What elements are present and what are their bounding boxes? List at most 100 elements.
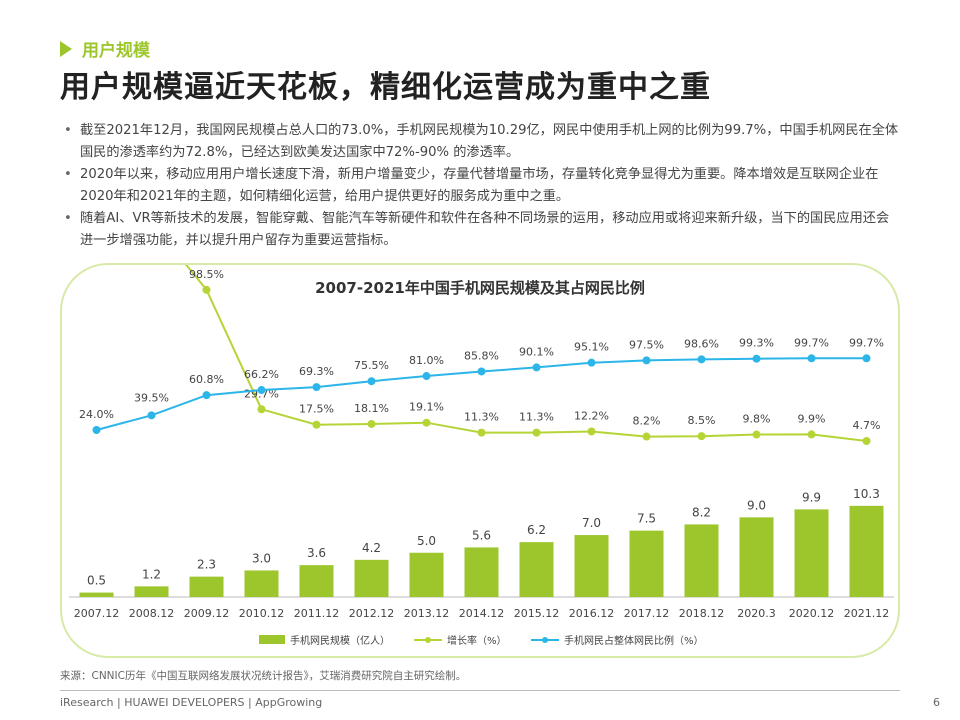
x-tick-label: 2020.3 [737, 607, 776, 620]
bar [409, 552, 444, 597]
legend-bar-label: 手机网民规模（亿人） [290, 634, 390, 647]
growth-rate-label: 18.1% [354, 402, 389, 415]
bullet-item: 2020年以来，移动应用用户增长速度下滑，新用户增量变少，存量代替增量市场，存量… [60, 164, 900, 208]
x-tick-label: 2012.12 [349, 607, 395, 620]
bar [574, 535, 609, 597]
bar-value-label: 9.9 [802, 490, 821, 504]
x-tick-label: 2013.12 [404, 607, 450, 620]
legend-growth-label: 增长率（%） [447, 634, 507, 647]
growth-rate-label: 98.5% [189, 268, 224, 281]
growth-rate-label: 8.5% [688, 414, 716, 427]
penetration-point [92, 426, 101, 434]
triangle-icon [60, 40, 72, 57]
growth-rate-label: 11.3% [519, 411, 554, 424]
penetration-point [807, 354, 816, 363]
legend-penetration-label: 手机网民占整体网民比例（%） [564, 634, 704, 647]
growth-rate-label: 12.2% [574, 409, 609, 422]
bar [684, 524, 719, 597]
x-tick-label: 2018.12 [679, 607, 725, 620]
growth-rate-point [202, 285, 211, 294]
bar-value-label: 1.2 [142, 567, 161, 581]
bar-value-label: 9.0 [747, 498, 766, 512]
penetration-point [312, 383, 321, 392]
penetration-label: 66.2% [244, 368, 279, 381]
penetration-label: 90.1% [519, 345, 554, 358]
growth-rate-label: 4.7% [853, 419, 881, 432]
growth-rate-point [532, 428, 541, 437]
growth-rate-point [642, 432, 651, 441]
bar-value-label: 5.6 [472, 528, 491, 542]
penetration-point [422, 372, 431, 381]
growth-rate-label: 17.5% [299, 403, 334, 416]
growth-rate-point [587, 427, 596, 436]
bar [189, 576, 224, 597]
penetration-point [147, 411, 156, 420]
page-title: 用户规模逼近天花板，精细化运营成为重中之重 [60, 70, 711, 105]
bar [849, 505, 884, 597]
penetration-label: 39.5% [134, 391, 169, 404]
bar-value-label: 4.2 [362, 541, 381, 555]
penetration-point [642, 356, 651, 365]
growth-rate-label: 9.9% [798, 412, 826, 425]
penetration-label: 75.5% [354, 359, 389, 372]
bar [354, 559, 389, 597]
growth-rate-point [752, 430, 761, 439]
growth-rate-label: 19.1% [409, 401, 444, 414]
growth-rate-point [697, 432, 706, 441]
penetration-point [862, 354, 871, 363]
x-tick-label: 2015.12 [514, 607, 560, 620]
penetration-label: 95.1% [574, 341, 609, 354]
growth-rate-point [807, 430, 816, 439]
growth-rate-label: 9.8% [743, 413, 771, 426]
growth-rate-point [862, 437, 871, 445]
bar-value-label: 7.5 [637, 512, 656, 526]
penetration-point [587, 358, 596, 367]
growth-rate-label: 8.2% [633, 415, 661, 428]
penetration-label: 60.8% [189, 373, 224, 386]
bar-value-label: 10.3 [853, 487, 880, 501]
x-tick-label: 2014.12 [459, 607, 505, 620]
chart-container: 2007-2021年中国手机网民规模及其占网民比例 0.5 1.2 2.3 3.0 3.6… [60, 263, 900, 658]
source-note: 来源：CNNIC历年《中国互联网络发展状况统计报告》，艾瑞消费研究院自主研究绘制… [60, 670, 467, 682]
growth-rate-point [422, 418, 431, 427]
penetration-label: 99.7% [849, 336, 884, 349]
x-tick-label: 2011.12 [294, 607, 340, 620]
growth-rate-point [477, 428, 486, 437]
x-tick-label: 2017.12 [624, 607, 670, 620]
section-header: 用户规模 [60, 36, 150, 61]
bar-value-label: 8.2 [692, 505, 711, 519]
bullet-item: 随着AI、VR等新技术的发展，智能穿戴、智能汽车等新硬件和软件在各种不同场景的运… [60, 208, 900, 252]
bar [244, 570, 279, 597]
x-tick-label: 2008.12 [129, 607, 175, 620]
bar-value-label: 2.3 [197, 558, 216, 572]
penetration-point [752, 354, 761, 363]
penetration-point [477, 367, 486, 376]
penetration-label: 85.8% [464, 349, 499, 362]
bar-value-label: 7.0 [582, 516, 601, 530]
bar-value-label: 3.0 [252, 551, 271, 565]
legend-penetration-marker [542, 637, 548, 643]
penetration-label: 81.0% [409, 354, 444, 367]
bar-value-label: 5.0 [417, 534, 436, 548]
bullet-item: 截至2021年12月，我国网民规模占总人口的73.0%，手机网民规模为10.29… [60, 120, 900, 164]
bar [794, 509, 829, 597]
penetration-point [367, 377, 376, 386]
footer-brand: iResearch | HUAWEI DEVELOPERS | AppGrowi… [60, 696, 323, 709]
legend-growth-marker [425, 637, 431, 643]
x-tick-label: 2010.12 [239, 607, 285, 620]
penetration-label: 98.6% [684, 337, 719, 350]
bar [629, 530, 664, 597]
footer-divider [60, 690, 900, 691]
x-tick-label: 2007.12 [74, 607, 120, 620]
growth-rate-line [185, 265, 867, 442]
bar [519, 542, 554, 597]
penetration-point [202, 391, 211, 400]
bar-value-label: 3.6 [307, 546, 326, 560]
bar-value-label: 0.5 [87, 574, 106, 588]
growth-rate-label: 11.3% [464, 411, 499, 424]
bullet-list: 截至2021年12月，我国网民规模占总人口的73.0%，手机网民规模为10.29… [60, 120, 900, 252]
penetration-point [697, 355, 706, 364]
penetration-point [532, 363, 541, 372]
penetration-label: 99.3% [739, 337, 774, 350]
bar [134, 586, 169, 597]
